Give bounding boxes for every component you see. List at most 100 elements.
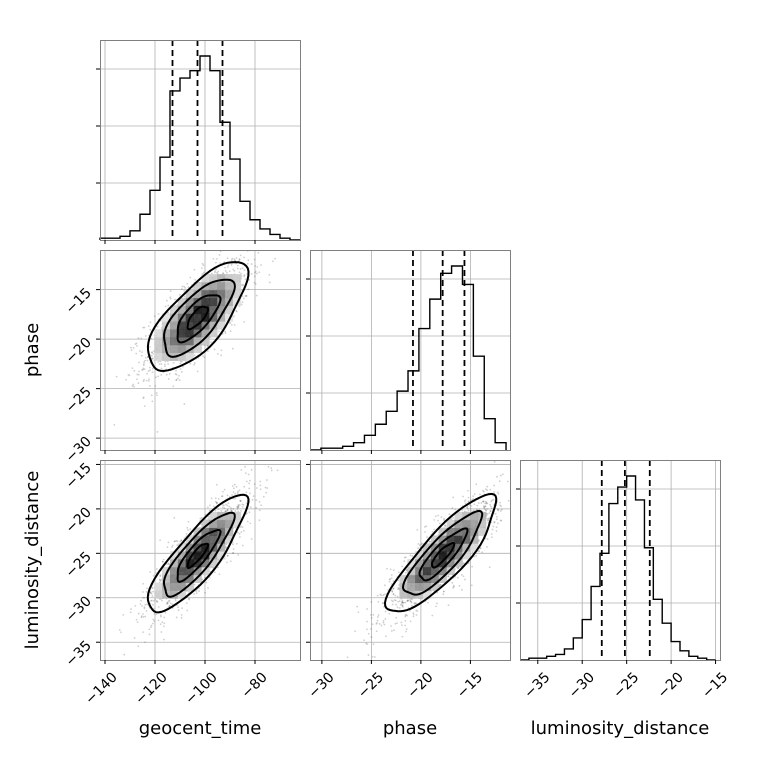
contours-phase-vs-geocent-time xyxy=(146,261,250,372)
scatter-point xyxy=(232,552,235,555)
scatter-point xyxy=(394,594,397,597)
scatter-point xyxy=(412,612,415,614)
scatter-point xyxy=(169,297,172,300)
scatter-point xyxy=(243,274,246,277)
contours-luminosity-distance-vs-phase xyxy=(383,492,498,613)
scatter-point xyxy=(226,509,229,512)
density-cell xyxy=(170,582,179,591)
density-cell xyxy=(185,543,194,552)
scatter-point xyxy=(439,583,441,586)
scatter-point xyxy=(222,490,224,493)
scatter-point xyxy=(442,590,445,593)
scatter-point xyxy=(451,507,454,509)
density-cell xyxy=(225,289,234,299)
scatter-point xyxy=(514,506,516,508)
scatter-point xyxy=(367,654,370,656)
scatter-point xyxy=(185,602,188,605)
x-tick-label: −30 xyxy=(566,669,598,701)
xlabel-phase: phase xyxy=(383,718,437,739)
scatter-point xyxy=(495,530,498,532)
scatter-point xyxy=(215,501,218,504)
scatter-point xyxy=(226,504,229,507)
scatter-point xyxy=(239,254,242,257)
density-cell xyxy=(209,305,218,314)
scatter-point xyxy=(174,298,176,301)
scatter-point xyxy=(159,623,162,626)
scatter-point xyxy=(210,341,213,344)
y-tick-label: −25 xyxy=(63,549,95,581)
density-cell xyxy=(185,297,194,306)
scatter-point xyxy=(242,529,245,532)
scatter-point xyxy=(433,518,436,521)
scatter-point xyxy=(234,243,236,245)
scatter-point xyxy=(489,488,492,491)
density-cell xyxy=(430,551,440,560)
scatter-point xyxy=(142,616,145,618)
grid-p22 xyxy=(520,460,720,660)
scatter-point xyxy=(238,258,241,260)
density-cell xyxy=(399,590,408,599)
scatter-point xyxy=(237,490,239,493)
contour-level xyxy=(146,261,250,372)
scatter-point xyxy=(414,602,417,604)
scatter-point xyxy=(226,494,229,497)
scatter-point xyxy=(215,261,217,264)
scatter-point xyxy=(392,569,395,572)
density-cell xyxy=(217,519,226,529)
xlabel-geocent-time: geocent_time xyxy=(139,718,262,739)
scatter-point xyxy=(381,602,384,604)
scatter-point xyxy=(265,491,268,494)
scatter-point xyxy=(173,516,176,519)
scatter-point xyxy=(152,599,155,602)
scatter-point xyxy=(266,479,268,481)
scatter-point xyxy=(198,590,200,592)
scatter-point xyxy=(231,485,234,487)
scatter-point xyxy=(274,228,276,230)
scatter-point xyxy=(244,472,247,475)
density-cell xyxy=(209,329,218,338)
scatter-point xyxy=(132,383,135,386)
scatter-point xyxy=(144,641,146,644)
scatter-point xyxy=(237,504,240,507)
scatter-point xyxy=(402,601,405,604)
density-cell xyxy=(201,329,210,338)
scatter-point xyxy=(214,509,217,512)
scatter-point xyxy=(227,502,230,505)
scatter-point xyxy=(150,626,152,629)
scatter-point xyxy=(115,375,118,378)
density-cell xyxy=(225,511,234,521)
scatter-point xyxy=(380,624,383,627)
scatter-point xyxy=(210,497,213,500)
scatter-point xyxy=(380,594,383,597)
scatter-point xyxy=(155,613,158,616)
scatter-point xyxy=(392,580,395,583)
scatter-point xyxy=(516,495,518,497)
scatter-point xyxy=(215,258,218,260)
density-cell xyxy=(170,574,179,584)
scatter-point xyxy=(153,612,156,615)
scatter-point xyxy=(495,518,498,521)
scatter-point xyxy=(500,505,503,508)
scatter-point xyxy=(155,568,158,570)
scatter-point xyxy=(183,295,186,298)
scatter-point xyxy=(245,480,248,483)
density-cell xyxy=(430,559,440,568)
scatter-point xyxy=(384,584,386,587)
scatter-point xyxy=(214,271,216,274)
scatter-point xyxy=(392,587,395,590)
contour-level xyxy=(176,294,222,344)
scatter-point xyxy=(382,594,385,596)
scatter-point xyxy=(461,509,464,511)
scatter-point xyxy=(409,609,411,612)
scatter-point xyxy=(486,546,488,548)
scatter-point xyxy=(451,581,454,584)
density-cell xyxy=(430,566,440,576)
density-cell xyxy=(185,321,194,330)
scatter-point xyxy=(400,602,403,605)
scatter-point xyxy=(182,365,184,368)
scatter-point xyxy=(149,321,152,324)
scatter-point xyxy=(499,510,502,512)
density-cell xyxy=(225,305,234,314)
scatter-point xyxy=(157,361,160,363)
contour-level xyxy=(186,542,210,569)
